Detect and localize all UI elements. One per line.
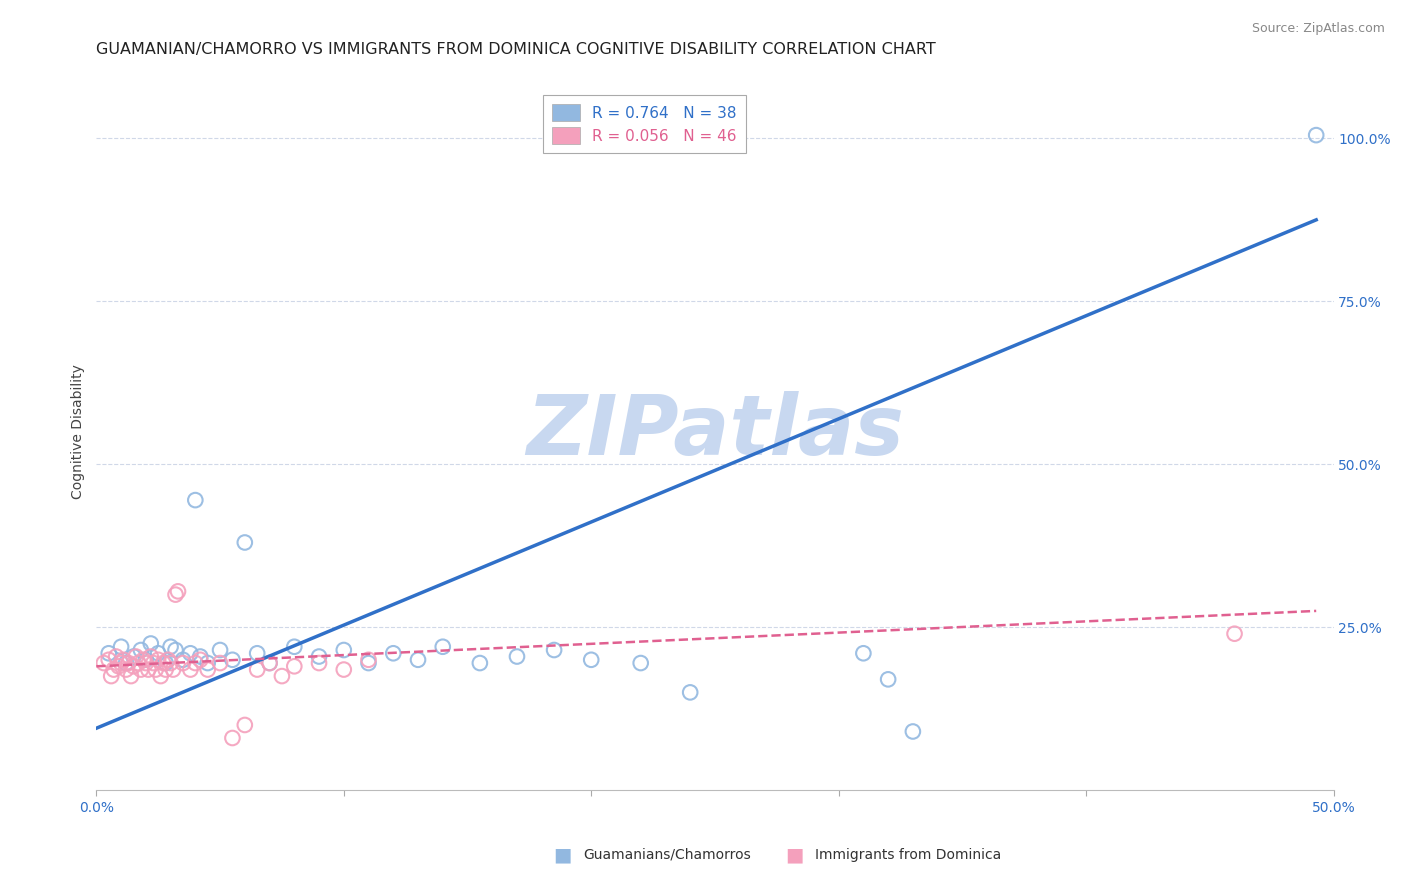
Point [271, 669, 294, 683]
Point [221, 731, 243, 745]
Point [283, 659, 305, 673]
Point [308, 649, 330, 664]
Point [543, 643, 565, 657]
Point [132, 653, 155, 667]
Point [246, 646, 269, 660]
Point [112, 653, 135, 667]
Point [155, 663, 177, 677]
Point [283, 640, 305, 654]
Point [259, 656, 281, 670]
Point [901, 724, 924, 739]
Point [159, 640, 181, 654]
Point [105, 649, 128, 664]
Point [142, 656, 165, 670]
Point [357, 653, 380, 667]
Point [432, 640, 454, 654]
Point [117, 656, 139, 670]
Point [110, 640, 132, 654]
Point [152, 656, 174, 670]
Point [165, 588, 187, 602]
Point [406, 653, 429, 667]
Point [179, 646, 201, 660]
Point [877, 673, 900, 687]
Point [148, 653, 170, 667]
Point [468, 656, 491, 670]
Point [333, 663, 356, 677]
Point [246, 663, 269, 677]
Point [162, 663, 184, 677]
Point [127, 656, 149, 670]
Point [233, 535, 256, 549]
Point [107, 659, 129, 673]
Point [115, 663, 138, 677]
Point [159, 656, 181, 670]
Text: ZIPatlas: ZIPatlas [526, 392, 904, 472]
Point [221, 653, 243, 667]
Point [179, 663, 201, 677]
Point [145, 663, 167, 677]
Point [120, 669, 142, 683]
Y-axis label: Cognitive Disability: Cognitive Disability [72, 364, 86, 500]
Point [209, 656, 232, 670]
Point [155, 656, 177, 670]
Point [506, 649, 529, 664]
Point [122, 659, 145, 673]
Point [139, 649, 162, 664]
Text: Source: ZipAtlas.com: Source: ZipAtlas.com [1251, 22, 1385, 36]
Point [167, 584, 190, 599]
Point [197, 663, 219, 677]
Point [122, 649, 145, 664]
Point [129, 663, 152, 677]
Point [103, 663, 125, 677]
Point [100, 669, 122, 683]
Text: Guamanians/Chamorros: Guamanians/Chamorros [583, 847, 751, 862]
Point [188, 653, 211, 667]
Point [129, 643, 152, 657]
Point [852, 646, 875, 660]
Point [382, 646, 405, 660]
Point [184, 656, 207, 670]
Point [184, 493, 207, 508]
Point [172, 656, 194, 670]
Point [579, 653, 602, 667]
Point [125, 649, 148, 664]
Point [679, 685, 702, 699]
Point [197, 656, 219, 670]
Text: ■: ■ [553, 845, 572, 864]
Point [357, 656, 380, 670]
Point [93, 656, 115, 670]
Text: ■: ■ [785, 845, 804, 864]
Point [148, 646, 170, 660]
Point [233, 718, 256, 732]
Point [115, 656, 138, 670]
Legend: R = 0.764   N = 38, R = 0.056   N = 46: R = 0.764 N = 38, R = 0.056 N = 46 [543, 95, 745, 153]
Point [308, 656, 330, 670]
Point [97, 646, 120, 660]
Text: GUAMANIAN/CHAMORRO VS IMMIGRANTS FROM DOMINICA COGNITIVE DISABILITY CORRELATION : GUAMANIAN/CHAMORRO VS IMMIGRANTS FROM DO… [97, 42, 936, 57]
Point [135, 653, 157, 667]
Point [259, 656, 281, 670]
Point [139, 636, 162, 650]
Point [172, 653, 194, 667]
Point [1305, 128, 1327, 142]
Point [165, 643, 187, 657]
Point [1223, 626, 1246, 640]
Point [188, 649, 211, 664]
Point [149, 669, 172, 683]
Point [157, 653, 180, 667]
Point [136, 663, 159, 677]
Point [135, 656, 157, 670]
Point [110, 656, 132, 670]
Point [209, 643, 232, 657]
Text: Immigrants from Dominica: Immigrants from Dominica [815, 847, 1001, 862]
Point [333, 643, 356, 657]
Point [630, 656, 652, 670]
Point [97, 653, 120, 667]
